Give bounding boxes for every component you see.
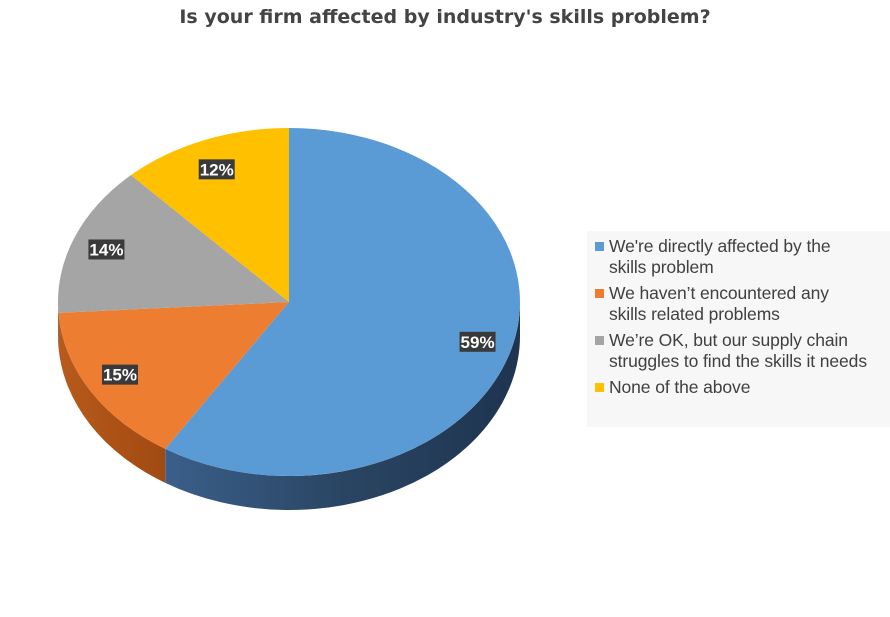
data-label-none-of-the-above: 12%	[198, 159, 235, 180]
legend-label-cont: struggles to find the skills it needs	[609, 351, 867, 371]
data-label-we-haven-t-encountered-any-ski: 15%	[101, 364, 138, 385]
legend-label: We haven’t encountered any	[609, 283, 829, 303]
pie-slice-we-re-directly-affected-by-the	[165, 128, 521, 476]
pie-depth-layer	[58, 302, 521, 510]
legend-label-cont: skills related problems	[609, 304, 780, 324]
pie-side-we-haven-t-encountered-any-ski	[58, 312, 166, 483]
legend-label: We’re OK, but our supply chain	[609, 330, 848, 350]
legend-label: None of the above	[609, 377, 751, 397]
pie-side-we-re-directly-affected-by-the	[165, 302, 521, 510]
legend: We're directly affected by the skills pr…	[587, 231, 890, 427]
chart-title: Is your firm affected by industry's skil…	[179, 6, 711, 28]
legend-swatch	[595, 242, 604, 251]
data-label-we-re-ok-but-our-supply-chain-: 14%	[88, 239, 125, 260]
legend-label: We're directly affected by the	[609, 236, 831, 256]
legend-item-not-encountered: We haven’t encountered any skills relate…	[595, 283, 890, 325]
legend-swatch	[595, 289, 604, 298]
pie-slice-we-re-ok-but-our-supply-chain-	[58, 175, 290, 313]
legend-item-none: None of the above	[595, 377, 890, 398]
legend-swatch	[595, 336, 604, 345]
pie-slices-layer	[58, 128, 521, 476]
legend-item-supply-chain: We’re OK, but our supply chain struggles…	[595, 330, 890, 372]
svg-text:14%: 14%	[89, 240, 123, 259]
legend-item-directly-affected: We're directly affected by the skills pr…	[595, 236, 890, 278]
svg-text:15%: 15%	[103, 366, 137, 385]
svg-text:12%: 12%	[200, 160, 234, 179]
svg-text:59%: 59%	[461, 333, 495, 352]
pie-labels-layer: 59% 15% 14% 12%	[88, 159, 496, 385]
legend-label-cont: skills problem	[609, 257, 714, 277]
pie-slice-none-of-the-above	[130, 128, 289, 302]
pie-slice-we-haven-t-encountered-any-ski	[58, 302, 289, 449]
data-label-we-re-directly-affected-by-the: 59%	[459, 331, 496, 352]
legend-swatch	[595, 383, 604, 392]
